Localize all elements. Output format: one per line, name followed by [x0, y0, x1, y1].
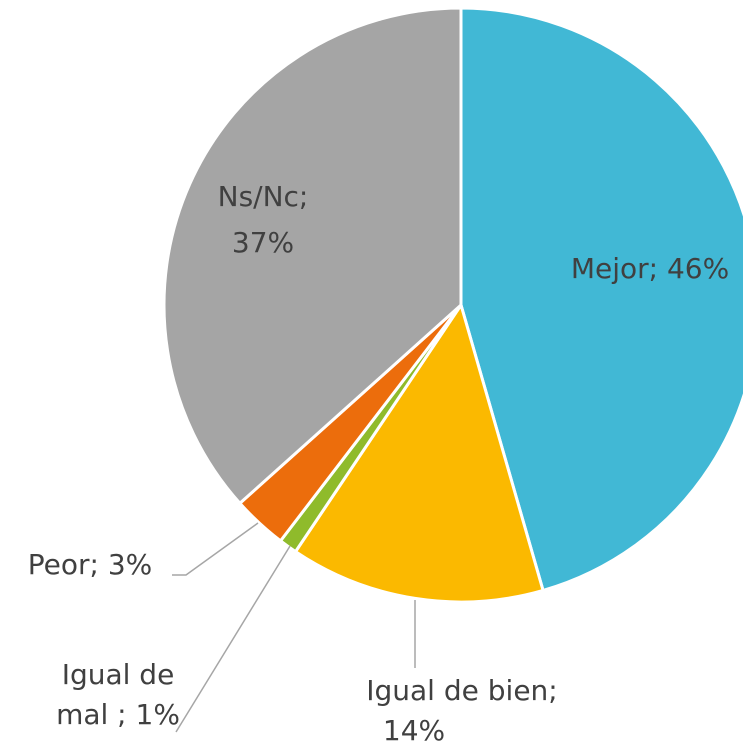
- leader-line: [175, 545, 291, 733]
- data-label: Igual de mal ; 1%: [56, 658, 180, 731]
- leader-line: [172, 522, 259, 576]
- pie-slice: [459, 6, 743, 593]
- data-label-line: Igual de: [62, 658, 175, 691]
- data-label-line: mal ; 1%: [56, 698, 180, 731]
- data-label: Igual de bien; 14%: [366, 674, 557, 747]
- data-label-line: Peor; 3%: [28, 548, 153, 581]
- data-label-line: Igual de bien;: [366, 674, 557, 707]
- pie-slice: [162, 6, 463, 506]
- data-label-line: Mejor; 46%: [571, 252, 729, 285]
- data-label-line: 37%: [232, 226, 294, 259]
- data-label: Ns/Nc; 37%: [218, 180, 309, 259]
- data-label-line: 14%: [383, 714, 445, 747]
- data-label: Peor; 3%: [28, 548, 153, 581]
- data-label-line: Ns/Nc;: [218, 180, 309, 213]
- data-label: Mejor; 46%: [571, 252, 729, 285]
- pie-slice: [293, 301, 545, 604]
